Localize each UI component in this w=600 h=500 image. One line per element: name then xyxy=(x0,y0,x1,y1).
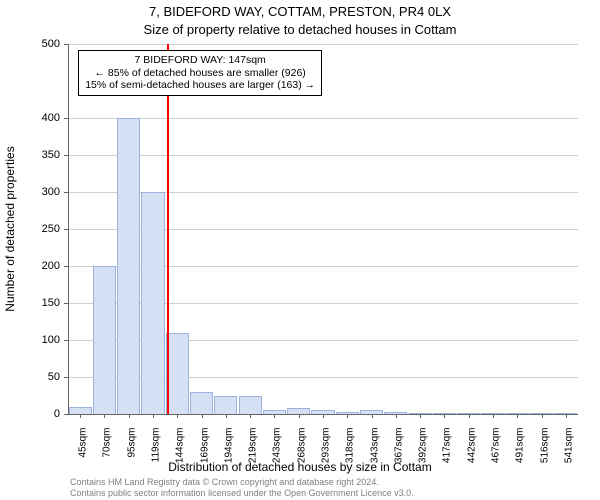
xtick-label: 392sqm xyxy=(418,428,429,478)
xtick-label: 169sqm xyxy=(199,428,210,478)
histogram-bar xyxy=(239,396,262,415)
histogram-bar xyxy=(214,396,237,415)
ytick-label: 300 xyxy=(20,186,60,198)
ytick-label: 100 xyxy=(20,334,60,346)
ytick-label: 350 xyxy=(20,149,60,161)
xtick-label: 70sqm xyxy=(102,428,113,478)
x-axis-line xyxy=(68,414,578,415)
annotation-line1: 7 BIDEFORD WAY: 147sqm xyxy=(85,54,315,67)
xtick-label: 219sqm xyxy=(248,428,259,478)
xtick-label: 243sqm xyxy=(272,428,283,478)
title-address: 7, BIDEFORD WAY, COTTAM, PRESTON, PR4 0L… xyxy=(0,4,600,19)
xtick-label: 541sqm xyxy=(563,428,574,478)
xtick-label: 442sqm xyxy=(466,428,477,478)
annotation-line3: 15% of semi-detached houses are larger (… xyxy=(85,79,315,92)
xtick-label: 144sqm xyxy=(175,428,186,478)
histogram-bar xyxy=(117,118,140,414)
xtick-label: 367sqm xyxy=(393,428,404,478)
xtick-label: 293sqm xyxy=(321,428,332,478)
xtick-label: 119sqm xyxy=(151,428,162,478)
histogram-bar xyxy=(93,266,116,414)
title-subtitle: Size of property relative to detached ho… xyxy=(0,22,600,37)
ytick-label: 150 xyxy=(20,297,60,309)
credits: Contains HM Land Registry data © Crown c… xyxy=(70,477,414,498)
annotation-line2: ← 85% of detached houses are smaller (92… xyxy=(85,67,315,80)
histogram-bar xyxy=(69,407,92,414)
xtick-label: 318sqm xyxy=(345,428,356,478)
xtick-label: 194sqm xyxy=(223,428,234,478)
histogram-bar xyxy=(141,192,164,414)
xtick-label: 268sqm xyxy=(296,428,307,478)
ytick-label: 0 xyxy=(20,408,60,420)
credits-line1: Contains HM Land Registry data © Crown c… xyxy=(70,477,414,487)
gridline xyxy=(68,118,578,119)
plot-area: 7 BIDEFORD WAY: 147sqm← 85% of detached … xyxy=(68,44,578,414)
ytick-label: 250 xyxy=(20,223,60,235)
xtick-label: 467sqm xyxy=(491,428,502,478)
xtick-label: 491sqm xyxy=(515,428,526,478)
property-marker-line xyxy=(167,44,169,414)
gridline xyxy=(68,44,578,45)
xtick-label: 516sqm xyxy=(539,428,550,478)
credits-line2: Contains public sector information licen… xyxy=(70,488,414,498)
xtick-label: 45sqm xyxy=(78,428,89,478)
ytick-label: 500 xyxy=(20,38,60,50)
chart-container: 7, BIDEFORD WAY, COTTAM, PRESTON, PR4 0L… xyxy=(0,0,600,500)
y-axis-label: Number of detached properties xyxy=(3,146,17,311)
annotation-box: 7 BIDEFORD WAY: 147sqm← 85% of detached … xyxy=(78,50,322,96)
gridline xyxy=(68,155,578,156)
histogram-bar xyxy=(190,392,213,414)
y-axis-line xyxy=(68,44,69,414)
ytick-label: 400 xyxy=(20,112,60,124)
ytick-label: 50 xyxy=(20,371,60,383)
xtick-label: 95sqm xyxy=(126,428,137,478)
ytick-label: 200 xyxy=(20,260,60,272)
xtick-label: 417sqm xyxy=(442,428,453,478)
xtick-label: 343sqm xyxy=(369,428,380,478)
